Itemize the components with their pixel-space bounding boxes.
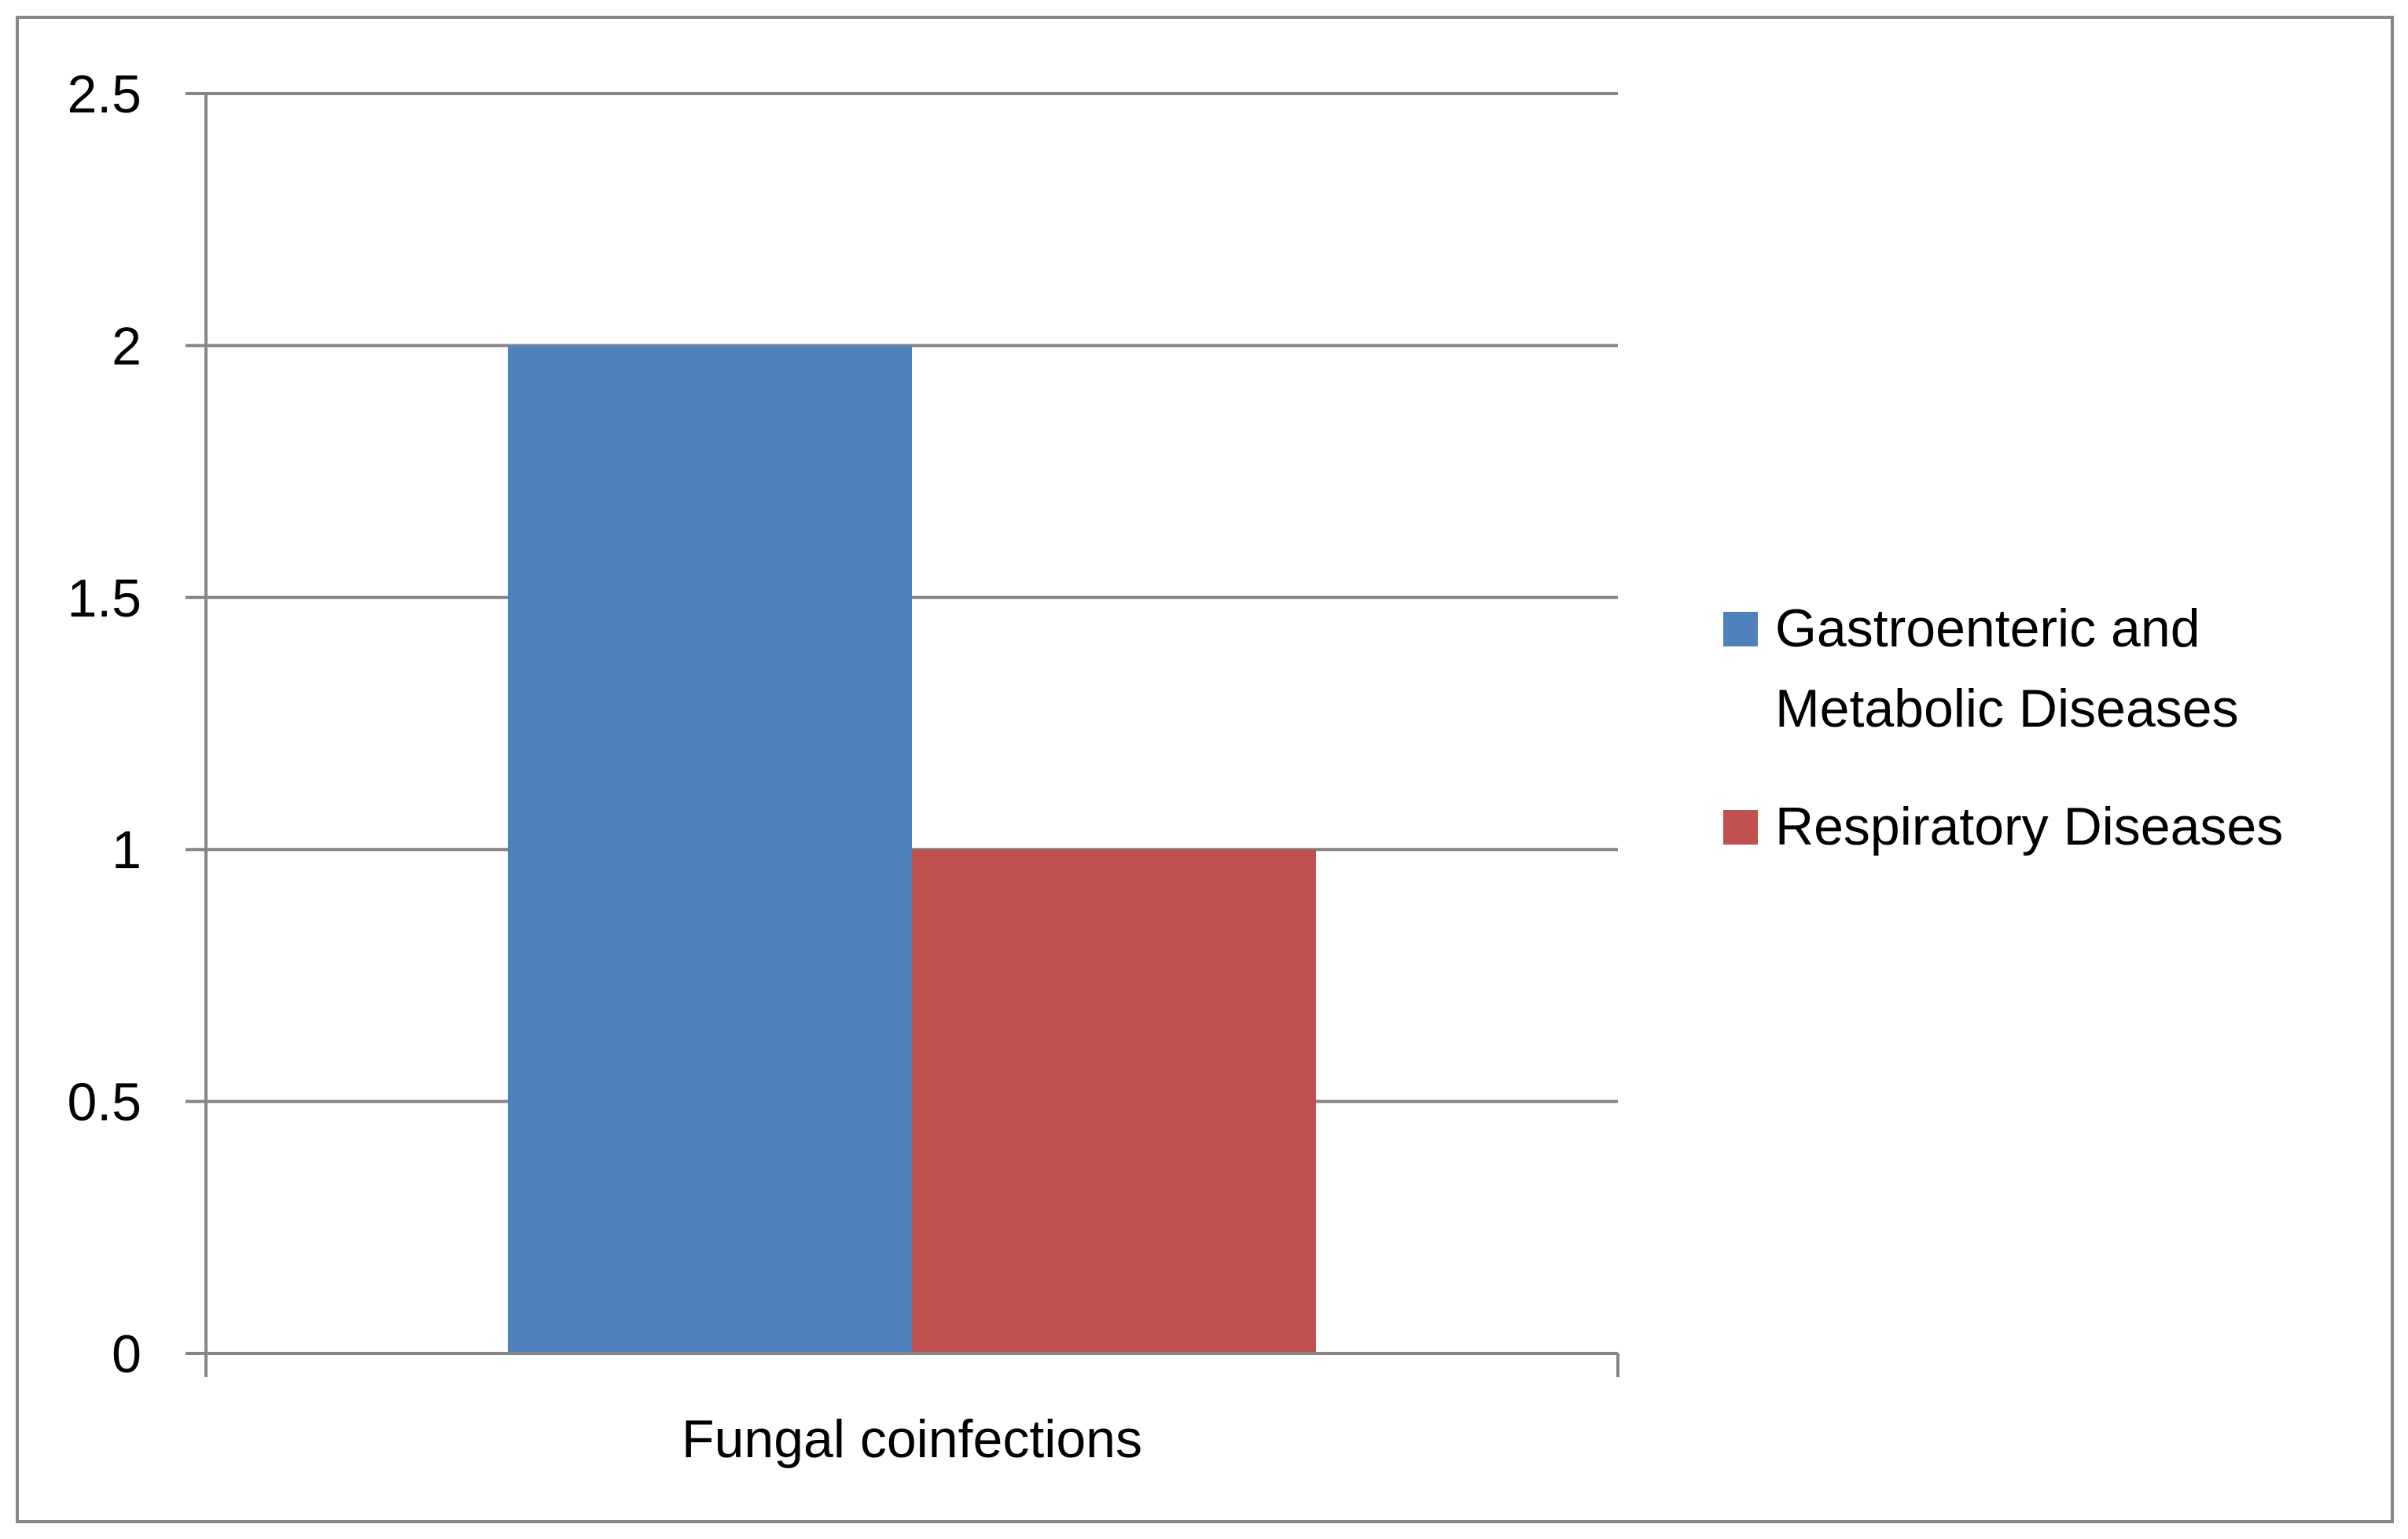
legend-label: Gastroenteric and <box>1775 598 2200 658</box>
legend-swatch <box>1723 612 1758 646</box>
y-tick-label: 0.5 <box>67 1073 142 1132</box>
legend-label: Metabolic Diseases <box>1775 679 2239 738</box>
y-tick-label: 0 <box>112 1324 142 1384</box>
axes <box>186 92 1619 1377</box>
legend-swatch <box>1723 810 1758 845</box>
y-tick-label: 1 <box>112 820 142 880</box>
y-tick-label: 2 <box>112 316 142 376</box>
y-tick-label: 1.5 <box>67 569 142 628</box>
y-tick-labels: 0 0.5 1 1.5 2 2.5 <box>67 64 142 1384</box>
legend: Gastroenteric and Metabolic Diseases Respi… <box>1723 598 2283 856</box>
x-tick-label: Fungal coinfections <box>682 1409 1142 1469</box>
x-tick-labels: Fungal coinfections <box>682 1409 1142 1469</box>
bar-respiratory-diseases <box>912 849 1317 1353</box>
bar-gastroenteric-and-metabolic-diseases <box>507 345 912 1353</box>
bars <box>507 345 1317 1353</box>
y-tick-label: 2.5 <box>67 64 142 124</box>
legend-label: Respiratory Diseases <box>1775 797 2283 856</box>
